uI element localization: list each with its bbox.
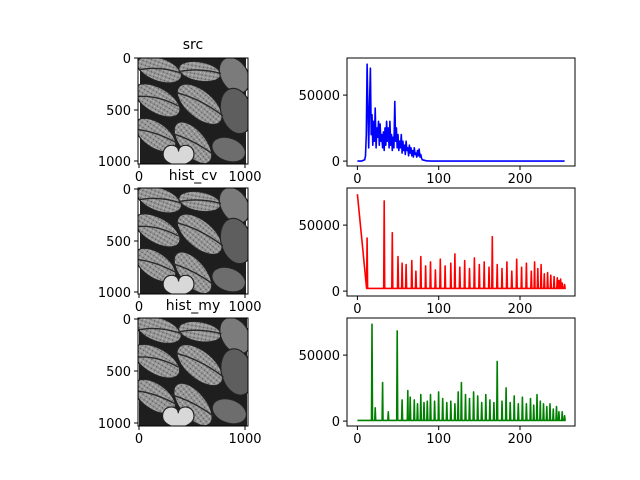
image-frame bbox=[137, 57, 249, 165]
histogram-panel-1: 0 100 200 0 50000 bbox=[299, 57, 576, 187]
x-tick-label: 0 bbox=[135, 170, 143, 185]
series-line-red bbox=[356, 194, 566, 290]
histogram-panel-2: 0 100 200 0 50000 bbox=[299, 187, 576, 317]
y-tick-label: 500 bbox=[106, 235, 131, 250]
x-tick-label: 100 bbox=[426, 172, 451, 187]
x-tick-label: 200 bbox=[508, 302, 533, 317]
y-tick-label: 50000 bbox=[299, 89, 340, 104]
y-tick-label: 1000 bbox=[98, 155, 131, 170]
y-tick-label: 500 bbox=[106, 104, 131, 119]
x-tick-label: 0 bbox=[353, 172, 361, 187]
x-tick-label: 200 bbox=[508, 432, 533, 447]
series-line-blue bbox=[357, 63, 565, 162]
image-title: hist_my bbox=[166, 298, 220, 314]
x-tick-label: 1000 bbox=[228, 300, 261, 315]
x-tick-label: 0 bbox=[135, 432, 143, 447]
image-thumbnail bbox=[138, 58, 248, 164]
x-tick-label: 0 bbox=[353, 432, 361, 447]
y-tick-label: 0 bbox=[332, 415, 340, 430]
x-tick-label: 1000 bbox=[228, 170, 261, 185]
y-tick-label: 50000 bbox=[299, 219, 340, 234]
x-tick-label: 1000 bbox=[228, 432, 261, 447]
x-tick-label: 200 bbox=[508, 172, 533, 187]
image-title: hist_cv bbox=[169, 168, 218, 184]
image-title: src bbox=[183, 37, 203, 53]
y-tick-label: 50000 bbox=[299, 349, 340, 364]
image-thumbnail bbox=[138, 318, 248, 426]
y-tick-label: 500 bbox=[106, 365, 131, 380]
series-line-green bbox=[357, 323, 566, 422]
image-panel-hist-my: hist_my 0 500 1000 0 1000 bbox=[98, 298, 262, 447]
x-tick-label: 100 bbox=[426, 302, 451, 317]
x-tick-label: 100 bbox=[426, 432, 451, 447]
y-tick-label: 1000 bbox=[98, 417, 131, 432]
x-tick-label: 0 bbox=[135, 300, 143, 315]
y-tick-label: 0 bbox=[123, 183, 131, 198]
image-thumbnail bbox=[138, 188, 248, 294]
y-tick-label: 0 bbox=[123, 313, 131, 328]
y-tick-label: 0 bbox=[332, 155, 340, 170]
plot-frame bbox=[346, 57, 576, 167]
image-panel-src: src 0 500 1000 0 1000 bbox=[98, 37, 262, 185]
x-tick-label: 0 bbox=[353, 302, 361, 317]
y-tick-label: 0 bbox=[123, 52, 131, 67]
y-tick-label: 1000 bbox=[98, 286, 131, 301]
image-frame bbox=[137, 317, 249, 427]
y-tick-label: 0 bbox=[332, 285, 340, 300]
histogram-panel-3: 0 100 200 0 50000 bbox=[299, 317, 576, 447]
image-panel-hist-cv: hist_cv 0 500 1000 0 1000 bbox=[98, 168, 262, 315]
